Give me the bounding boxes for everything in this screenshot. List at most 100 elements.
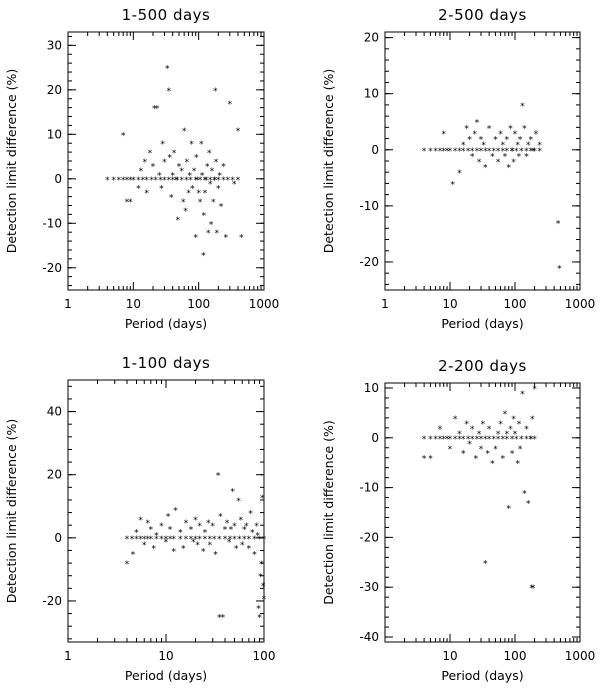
data-point: * <box>171 149 176 159</box>
data-point: * <box>441 147 446 157</box>
data-point: * <box>444 147 449 157</box>
data-point: * <box>252 551 257 561</box>
data-point: * <box>173 506 178 516</box>
data-point: * <box>179 167 184 177</box>
data-point: * <box>134 535 139 545</box>
data-point: * <box>169 194 174 204</box>
data-point: * <box>524 425 529 435</box>
data-point: * <box>508 425 513 435</box>
data-point: * <box>478 445 483 455</box>
data-point: * <box>178 535 183 545</box>
data-point: * <box>183 207 188 217</box>
data-point: * <box>526 500 531 510</box>
data-point: * <box>421 455 426 465</box>
data-point: * <box>207 176 212 186</box>
y-tick-label: -20 <box>42 261 62 275</box>
data-point: * <box>159 185 164 195</box>
data-point: * <box>218 202 223 212</box>
data-point: * <box>255 532 260 542</box>
data-point: * <box>470 435 475 445</box>
data-point: * <box>105 176 110 186</box>
data-point: * <box>211 198 216 208</box>
data-point: * <box>515 460 520 470</box>
y-tick-label: 10 <box>364 87 379 101</box>
y-tick-label: -20 <box>359 255 379 269</box>
data-point: * <box>491 147 496 157</box>
data-point: * <box>194 154 199 164</box>
data-point: * <box>421 147 426 157</box>
data-point: * <box>526 141 531 151</box>
data-point: * <box>201 211 206 221</box>
y-tick-label: 0 <box>371 143 379 157</box>
data-point: * <box>124 535 129 545</box>
data-point: * <box>500 141 505 151</box>
data-point: * <box>519 147 524 157</box>
data-point: * <box>520 390 525 400</box>
y-tick-label: 10 <box>364 381 379 395</box>
data-point: * <box>207 535 212 545</box>
data-point: * <box>171 535 176 545</box>
data-point: * <box>235 176 240 186</box>
data-point: * <box>186 189 191 199</box>
data-point: * <box>136 185 141 195</box>
data-point: * <box>230 176 235 186</box>
chart-title: 1-100 days <box>122 354 211 372</box>
y-tick-label: -30 <box>359 580 379 594</box>
data-point: * <box>529 584 534 594</box>
data-point: * <box>260 494 265 504</box>
data-point: * <box>197 522 202 532</box>
data-point: * <box>530 147 535 157</box>
data-point: * <box>230 487 235 497</box>
data-point: * <box>437 435 442 445</box>
y-axis-title: Detection limit difference (%) <box>4 419 19 604</box>
x-tick-label: 10 <box>126 297 141 311</box>
data-point: * <box>193 535 198 545</box>
y-tick-label: -10 <box>359 199 379 213</box>
data-point: * <box>179 176 184 186</box>
data-point: * <box>467 440 472 450</box>
data-point: * <box>500 455 505 465</box>
data-point: * <box>233 544 238 554</box>
data-point: * <box>214 229 219 239</box>
data-point: * <box>258 573 263 583</box>
data-point: * <box>524 147 529 157</box>
data-point: * <box>242 525 247 535</box>
data-point: * <box>148 525 153 535</box>
data-point: * <box>500 435 505 445</box>
data-point: * <box>470 147 475 157</box>
data-point: * <box>450 180 455 190</box>
data-point: * <box>461 141 466 151</box>
data-point: * <box>528 147 533 157</box>
data-point: * <box>244 522 249 532</box>
data-point: * <box>191 167 196 177</box>
data-point: * <box>121 176 126 186</box>
y-tick-label: -10 <box>42 216 62 230</box>
x-tick-label: 10 <box>442 297 457 311</box>
data-point: * <box>516 420 521 430</box>
data-point: * <box>480 420 485 430</box>
data-point: * <box>483 147 488 157</box>
data-point: * <box>486 435 491 445</box>
y-axis-title: Detection limit difference (%) <box>321 420 336 605</box>
data-point: * <box>124 198 129 208</box>
data-point: * <box>522 124 527 134</box>
data-point: * <box>478 136 483 146</box>
data-point: * <box>493 136 498 146</box>
data-point: * <box>164 65 169 75</box>
data-point: * <box>162 176 167 186</box>
data-point: * <box>166 87 171 97</box>
y-tick-label: 20 <box>47 83 62 97</box>
data-point: * <box>520 102 525 112</box>
data-point: * <box>189 140 194 150</box>
data-point: * <box>490 460 495 470</box>
data-point: * <box>515 141 520 151</box>
data-point: * <box>452 147 457 157</box>
data-point: * <box>478 435 483 445</box>
data-point: * <box>221 176 226 186</box>
data-point: * <box>433 147 438 157</box>
data-point: * <box>154 535 159 545</box>
data-point: * <box>530 415 535 425</box>
data-point: * <box>452 435 457 445</box>
data-point: * <box>533 130 538 140</box>
data-point: * <box>130 551 135 561</box>
